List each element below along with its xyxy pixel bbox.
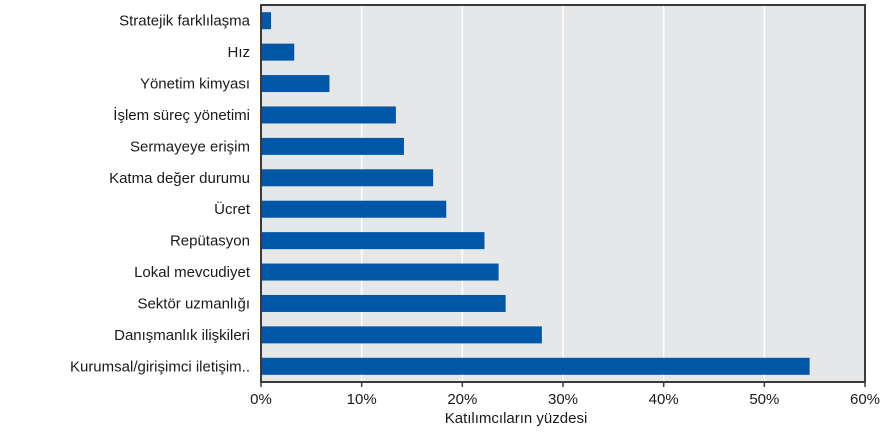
x-tick-label: 60% [850, 391, 880, 408]
category-label: Yönetim kimyası [140, 76, 250, 93]
x-axis-title: Katılımcıların yüzdesi [445, 410, 588, 427]
category-label: Sermayeye erişim [130, 138, 250, 155]
bar [261, 138, 404, 155]
bar [261, 326, 542, 343]
bar [261, 12, 271, 29]
bar [261, 358, 810, 375]
x-tick-label: 50% [749, 391, 779, 408]
x-tick-label: 40% [649, 391, 679, 408]
category-label: Kurumsal/girişimci iletişim.. [70, 358, 250, 375]
bar [261, 201, 446, 218]
x-tick-label: 0% [250, 391, 272, 408]
category-label: Hız [228, 44, 251, 61]
category-label: Ücret [214, 200, 251, 218]
category-label: Stratejik farklılaşma [119, 13, 251, 30]
bar [261, 44, 294, 61]
bar [261, 232, 484, 249]
bar [261, 295, 506, 312]
category-label: Sektör uzmanlığı [137, 295, 250, 312]
category-label: Katma değer durumu [109, 170, 250, 187]
bar [261, 264, 499, 281]
category-labels: Stratejik farklılaşma Hız Yönetim kimyası İ… [70, 13, 251, 376]
category-label: Repütasyon [170, 233, 250, 250]
bar [261, 106, 396, 123]
x-tick-label: 20% [447, 391, 477, 408]
category-label: İşlem süreç yönetimi [113, 106, 250, 124]
category-label: Lokal mevcudiyet [134, 264, 251, 281]
x-tick-label: 10% [347, 391, 377, 408]
x-axis-ticks: 0% 10% 20% 30% 40% 50% 60% [250, 382, 880, 408]
x-tick-label: 30% [548, 391, 578, 408]
category-label: Danışmanlık ilişkileri [114, 327, 250, 344]
bar [261, 169, 433, 186]
bar [261, 75, 329, 92]
